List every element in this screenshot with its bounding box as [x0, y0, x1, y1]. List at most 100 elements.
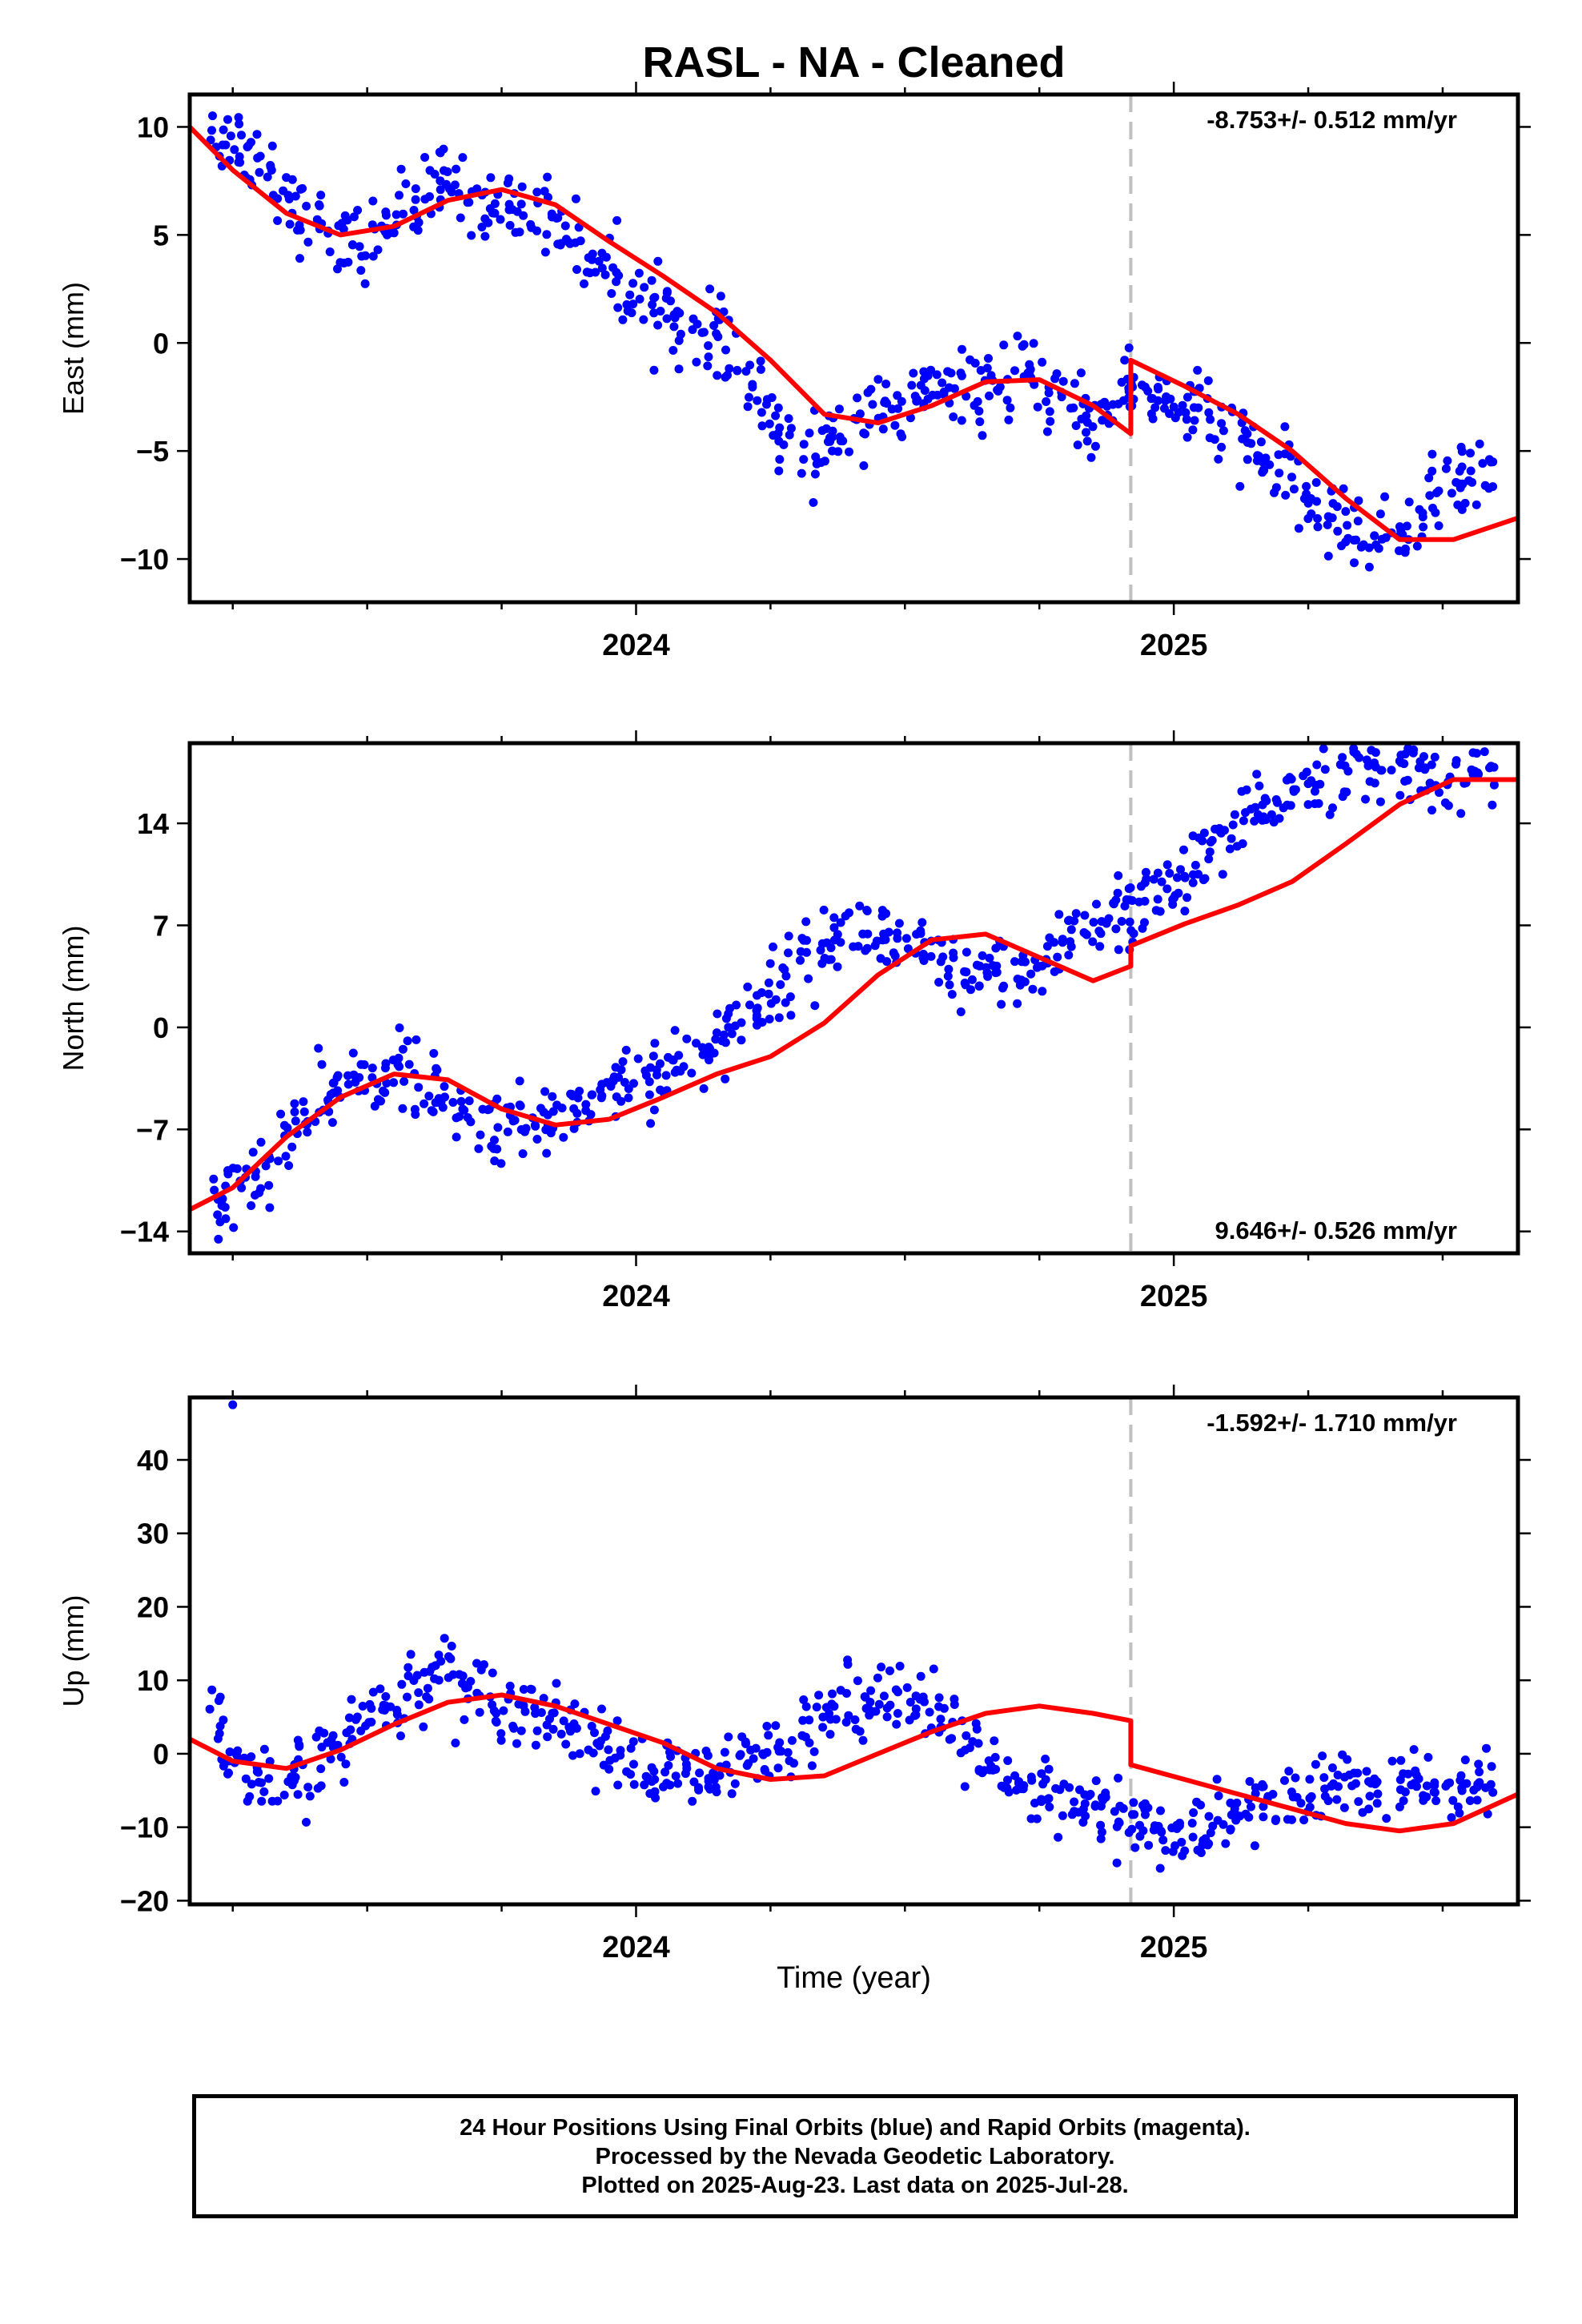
x-tick-label: 2024 [602, 1931, 670, 1964]
data-point [622, 1767, 632, 1776]
data-point [316, 1764, 326, 1774]
data-point [1323, 551, 1333, 561]
data-point [406, 1650, 416, 1659]
data-point [723, 371, 732, 380]
y-tick-label: −5 [136, 435, 169, 468]
data-point [333, 1071, 343, 1080]
data-point [756, 356, 765, 366]
data-point [1208, 1821, 1218, 1831]
data-point [1058, 935, 1067, 944]
data-point [553, 213, 563, 223]
data-point [873, 375, 883, 384]
data-point [820, 456, 829, 466]
data-point [705, 1043, 714, 1053]
data-point [626, 1743, 636, 1753]
data-point [704, 341, 713, 351]
data-point [746, 1745, 756, 1755]
data-point [1194, 870, 1203, 879]
data-point [1395, 790, 1405, 800]
data-point [1243, 438, 1252, 447]
data-point [1332, 1795, 1342, 1804]
data-point [881, 909, 891, 919]
data-point [287, 1780, 297, 1790]
data-point [1325, 810, 1335, 819]
data-point [1387, 1756, 1397, 1766]
data-point [784, 414, 793, 424]
data-point [1250, 1841, 1259, 1851]
data-point [620, 1078, 629, 1087]
data-point [1088, 937, 1098, 947]
data-point [978, 951, 987, 960]
data-point [1399, 1769, 1408, 1779]
data-point [1155, 1864, 1165, 1873]
data-point [859, 428, 869, 438]
data-point [625, 290, 635, 300]
data-point [1287, 1815, 1296, 1824]
data-point [1148, 414, 1158, 424]
data-point [786, 1011, 796, 1020]
data-point [801, 1702, 811, 1711]
data-point [693, 320, 702, 329]
data-point [520, 1127, 529, 1136]
data-point [1010, 957, 1019, 967]
data-point [396, 1731, 405, 1741]
data-point [374, 1095, 383, 1104]
data-point [621, 1045, 631, 1055]
data-point [818, 1712, 828, 1722]
data-point [1396, 526, 1406, 536]
data-point [1042, 1795, 1052, 1804]
data-point [774, 466, 784, 476]
data-point [1335, 760, 1345, 770]
data-point [894, 919, 904, 928]
data-point [673, 307, 682, 316]
data-point [215, 1721, 225, 1731]
data-point [1333, 1771, 1343, 1779]
data-point [1364, 562, 1374, 572]
data-point [438, 1103, 448, 1112]
data-point [1188, 1832, 1198, 1842]
data-point [652, 1070, 661, 1080]
caption-line-3: Plotted on 2025-Aug-23. Last data on 202… [581, 2172, 1129, 2198]
y-tick-label: 20 [137, 1590, 169, 1623]
data-point [712, 329, 721, 339]
data-point [1203, 376, 1213, 385]
data-point [491, 1716, 500, 1726]
data-point [762, 400, 771, 409]
data-point [540, 1087, 550, 1096]
data-point [1081, 929, 1090, 939]
data-point [347, 240, 357, 250]
data-point [1032, 1814, 1042, 1823]
data-point [391, 210, 401, 219]
data-point [1434, 521, 1443, 530]
data-point [516, 1726, 526, 1735]
data-point [673, 1779, 683, 1788]
velocity-rate-label: 9.646+/- 0.526 mm/yr [1215, 1216, 1457, 1244]
data-point [303, 1128, 312, 1137]
data-point [1097, 1827, 1106, 1837]
data-point [492, 1094, 502, 1104]
data-point [237, 131, 246, 140]
data-point [1073, 440, 1082, 450]
data-point [1370, 778, 1379, 788]
data-point [721, 1074, 730, 1084]
data-point [549, 1708, 559, 1718]
data-point [1473, 768, 1483, 778]
x-tick-label: 2024 [602, 1280, 670, 1313]
data-point [1138, 1826, 1148, 1835]
data-point [1370, 758, 1379, 768]
data-point [694, 1785, 704, 1795]
data-point [213, 1210, 223, 1220]
data-point [1320, 765, 1330, 774]
data-point [1162, 860, 1172, 870]
data-point [401, 179, 411, 188]
data-point [1090, 441, 1100, 451]
data-point [1482, 1743, 1491, 1753]
data-point [223, 1169, 233, 1179]
data-point [836, 938, 845, 947]
data-point [797, 934, 807, 943]
data-point [460, 1105, 469, 1115]
data-point [367, 1063, 377, 1073]
data-point [1150, 403, 1160, 412]
data-point [1153, 868, 1162, 878]
data-point [1165, 869, 1174, 878]
